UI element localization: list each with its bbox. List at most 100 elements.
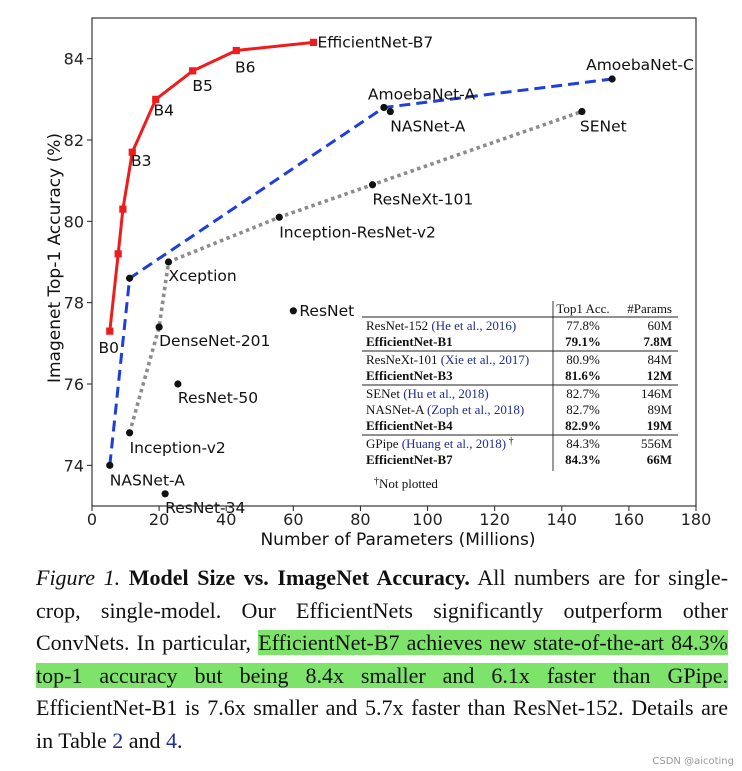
inset-table-row-2-1-model: NASNet-A (Zoph et al., 2018) (366, 402, 524, 417)
inset-table-row-2-0-params: 146M (641, 386, 673, 401)
inset-table-row-1-1-params: 12M (647, 368, 672, 383)
inset-table-row-3-1-model: EfficientNet-B7 (366, 452, 453, 467)
point-hand-designed-1 (155, 323, 163, 331)
point-hand-designed-0 (125, 429, 134, 437)
point-label-b4-4: B4 (154, 101, 175, 119)
inset-table-row-1-1-acc: 81.6% (565, 368, 601, 383)
point-nas-based-1 (125, 274, 134, 282)
inset-table-row-1-0-model: ResNeXt-101 (Xie et al., 2017) (366, 352, 529, 367)
point-label-b3-3: B3 (131, 152, 152, 170)
point-label-nasnet-a-3: NASNet-A (390, 118, 465, 136)
inset-table-row-0-1-model: EfficientNet-B1 (366, 334, 453, 349)
y-tick-label-84: 84 (64, 50, 84, 69)
inset-table-row-2-2-params: 19M (647, 418, 672, 433)
x-tick-label-100: 100 (412, 510, 443, 529)
point-efficientnet-2 (119, 205, 127, 213)
inset-table-header-acc: Top1 Acc. (556, 301, 609, 316)
point-label-amoebanet-a-2: AmoebaNet-A (368, 85, 476, 103)
point-label-b0-0: B0 (99, 339, 120, 357)
point-label-inception-resnet-v2-3: Inception-ResNet-v2 (279, 223, 436, 241)
inset-table-row-0-0-params: 60M (647, 318, 672, 333)
y-tick-label-78: 78 (64, 294, 84, 313)
caption-text-2: EfficientNet-B1 is 7.6x smaller and 5.7x… (36, 695, 728, 753)
point-label-efficientnet-b7-7: EfficientNet-B7 (317, 33, 433, 51)
x-tick-label-60: 60 (283, 510, 303, 529)
inset-table-row-3-0-acc: 84.3% (566, 436, 600, 451)
point-label-b5-5: B5 (192, 77, 213, 95)
point-label-resnext-101-4: ResNeXt-101 (373, 191, 474, 209)
inset-table-row-1-0-acc: 80.9% (566, 352, 600, 367)
plot-frame (91, 17, 697, 507)
x-axis-title: Number of Parameters (Millions) (260, 530, 535, 550)
inset-table-row-1-1-model: EfficientNet-B3 (366, 368, 453, 383)
point-hand-designed-4 (368, 181, 377, 189)
caption-and: and (128, 727, 161, 753)
y-tick-label-76: 76 (64, 375, 84, 394)
inset-table-footnote: †Not plotted (374, 476, 438, 491)
inset-table-row-0-1-params: 7.8M (643, 334, 672, 349)
point-label-senet-5: SENet (580, 118, 627, 136)
inset-table-row-0-1-acc: 79.1% (565, 334, 601, 349)
inset-table-row-2-1-params: 89M (647, 402, 672, 417)
point-hand-designed-2 (164, 258, 173, 266)
point-hand-designed-5 (578, 107, 586, 116)
point-label-inception-v2-0: Inception-v2 (130, 439, 226, 457)
inset-table-row-2-1-acc: 82.7% (566, 402, 600, 417)
inset-table-header-params: #Params (627, 301, 672, 316)
point-label-xception-2: Xception (169, 267, 237, 285)
inset-table-background (354, 296, 684, 491)
caption-title: Model Size vs. ImageNet Accuracy. (128, 565, 470, 590)
point-hand-designed-3 (275, 213, 283, 221)
x-tick-label-140: 140 (547, 510, 578, 529)
x-tick-label-80: 80 (350, 510, 370, 529)
y-axis-title: Imagenet Top-1 Accuracy (%) (45, 133, 65, 383)
inset-table-row-2-2-model: EfficientNet-B4 (366, 418, 453, 433)
inset-table-row-3-1-acc: 84.3% (565, 452, 601, 467)
series-line-nas-based (108, 77, 613, 466)
point-label-resnet-50-1: ResNet-50 (178, 389, 258, 407)
inset-table-row-3-1-params: 66M (647, 452, 672, 467)
caption-end: . (177, 727, 183, 753)
point-standalone-1 (174, 380, 182, 388)
point-nas-based-2 (380, 103, 388, 112)
inset-table-row-0-0-model: ResNet-152 (He et al., 2016) (366, 318, 516, 333)
series-line-efficientnet (108, 40, 314, 332)
efficientnet-accuracy-chart: B0 B3 B4 B5 B6 EfficientNet-B7 NASNet-A AmoebaN… (45, 17, 712, 550)
x-tick-label-180: 180 (681, 510, 712, 529)
series-line-hand-designed (127, 109, 583, 434)
figure-caption: Figure 1. Model Size vs. ImageNet Accura… (36, 562, 728, 757)
point-efficientnet-6 (232, 46, 240, 55)
point-efficientnet-5 (189, 67, 197, 75)
caption-figure-label: Figure 1. (36, 565, 121, 590)
point-label-amoebanet-c-3: AmoebaNet-C (586, 56, 694, 74)
x-tick-label-120: 120 (479, 510, 510, 529)
inset-table-row-2-2-acc: 82.9% (565, 418, 601, 433)
x-tick-label-40: 40 (216, 510, 236, 529)
point-efficientnet-4 (152, 95, 160, 103)
inset-table-row-3-0-params: 556M (641, 436, 673, 451)
point-label-b6-6: B6 (235, 59, 256, 77)
y-tick-label-80: 80 (64, 212, 84, 231)
point-nas-based-3 (608, 75, 616, 83)
point-label-nasnet-a-0: NASNet-A (110, 471, 185, 489)
point-nas-based-0 (106, 461, 114, 469)
table-ref-4-link[interactable]: 4 (166, 727, 178, 753)
point-standalone-0 (161, 490, 169, 498)
point-efficientnet-0 (106, 327, 114, 335)
inset-table-row-2-0-acc: 82.7% (566, 386, 600, 401)
x-tick-label-0: 0 (87, 510, 97, 529)
inset-table-row-0-0-acc: 77.8% (566, 318, 600, 333)
table-ref-2-link[interactable]: 2 (112, 727, 124, 753)
inset-table-row-1-0-params: 84M (647, 352, 672, 367)
inset-table-row-2-0-model: SENet (Hu et al., 2018) (366, 386, 489, 401)
y-tick-label-74: 74 (64, 456, 84, 475)
y-tick-label-82: 82 (64, 131, 84, 150)
point-standalone-2 (289, 307, 297, 315)
point-efficientnet-7 (309, 38, 318, 46)
point-label-densenet-201-1: DenseNet-201 (159, 332, 270, 350)
x-tick-label-160: 160 (614, 510, 645, 529)
point-efficientnet-3 (128, 148, 136, 156)
inset-table-row-3-0-model: GPipe (Huang et al., 2018) † (366, 436, 514, 451)
point-label-resnet-34-0: ResNet-34 (165, 499, 245, 517)
caption-text-1: All numbers are for single-crop, single-… (36, 565, 729, 655)
